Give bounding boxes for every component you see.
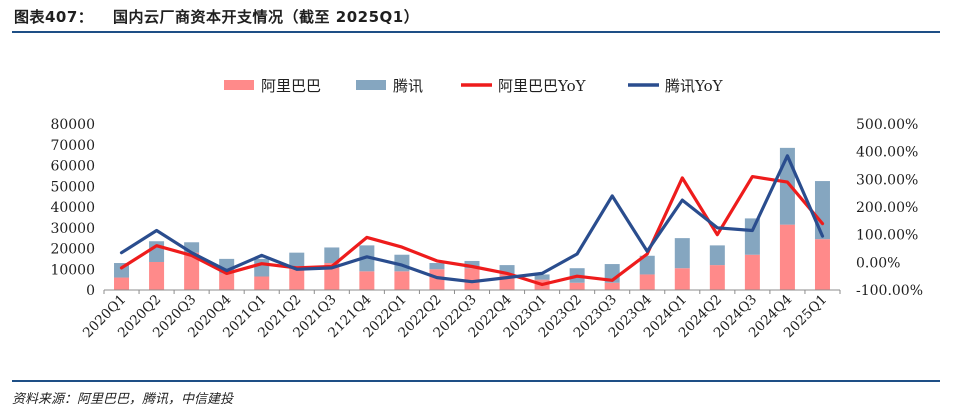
right-axis-tick-label: 400.00% xyxy=(856,145,918,161)
top-rule xyxy=(12,31,940,33)
bar-segment xyxy=(429,263,445,270)
legend-label: 腾讯 xyxy=(393,77,423,95)
bar-segment xyxy=(149,261,165,290)
bar-segment xyxy=(464,260,480,269)
bar-segment xyxy=(289,252,305,267)
bar-segment xyxy=(359,271,375,290)
bar-segment xyxy=(429,269,445,290)
bar-segment xyxy=(254,276,270,290)
figure-title: 国内云厂商资本开支情况（截至 2025Q1） xyxy=(113,8,420,26)
legend-label: 阿里巴巴 xyxy=(261,77,321,95)
left-axis-tick-label: 30000 xyxy=(50,221,95,237)
bar-segment xyxy=(674,268,690,290)
bar-segment xyxy=(114,277,130,290)
left-axis-tick-label: 10000 xyxy=(50,262,95,278)
series-line xyxy=(119,175,825,287)
bar-segment xyxy=(639,274,655,290)
left-axis-tick-label: 80000 xyxy=(50,117,95,133)
bar-segment xyxy=(324,263,340,290)
right-axis-tick-label: 500.00% xyxy=(856,117,918,133)
bar-segment xyxy=(709,265,725,290)
bar-segment xyxy=(324,247,340,264)
left-axis-tick-label: 60000 xyxy=(50,159,95,175)
left-axis-tick-label: 50000 xyxy=(50,179,95,195)
bar-segment xyxy=(219,273,235,290)
bar-segment xyxy=(289,266,305,290)
right-axis-tick-label: 200.00% xyxy=(856,200,918,216)
legend-label: 阿里巴巴YoY xyxy=(498,77,587,95)
right-axis-tick-label: -100.00% xyxy=(856,283,923,299)
bar-segment xyxy=(394,271,410,290)
bar-segment xyxy=(709,245,725,266)
left-axis-tick-label: 40000 xyxy=(50,200,95,216)
right-axis-tick-label: 0.00% xyxy=(856,255,900,271)
legend-swatch xyxy=(356,80,386,90)
bar-segment xyxy=(814,239,830,290)
bar-segment xyxy=(639,255,655,275)
series-line xyxy=(119,154,825,284)
source-note: 资料来源：阿里巴巴，腾讯，中信建投 xyxy=(12,392,234,407)
bar-segment xyxy=(254,258,270,277)
bar-segment xyxy=(184,252,200,290)
bar-segment xyxy=(184,242,200,253)
legend-label: 腾讯YoY xyxy=(665,77,724,95)
figure-number: 图表407： xyxy=(14,8,94,26)
bar-segment xyxy=(569,282,585,290)
bar-segment xyxy=(779,224,795,290)
bar-segment xyxy=(604,282,620,290)
legend-swatch xyxy=(224,80,254,90)
figure-title-row: 图表407： 国内云厂商资本开支情况（截至 2025Q1） xyxy=(14,6,419,27)
right-axis-tick-label: 300.00% xyxy=(856,172,918,188)
left-axis-tick-label: 70000 xyxy=(50,138,95,154)
left-axis-tick-label: 20000 xyxy=(50,242,95,258)
bottom-rule xyxy=(12,380,940,382)
bar-segment xyxy=(464,268,480,290)
left-axis-tick-label: 0 xyxy=(86,283,95,299)
bar-segment xyxy=(744,254,760,290)
bar-segment xyxy=(674,238,690,269)
bar-segment xyxy=(744,218,760,255)
right-axis-tick-label: 100.00% xyxy=(856,228,918,244)
bar-segment xyxy=(499,265,515,275)
bar-segment xyxy=(814,181,830,240)
bar-segment xyxy=(534,274,550,280)
